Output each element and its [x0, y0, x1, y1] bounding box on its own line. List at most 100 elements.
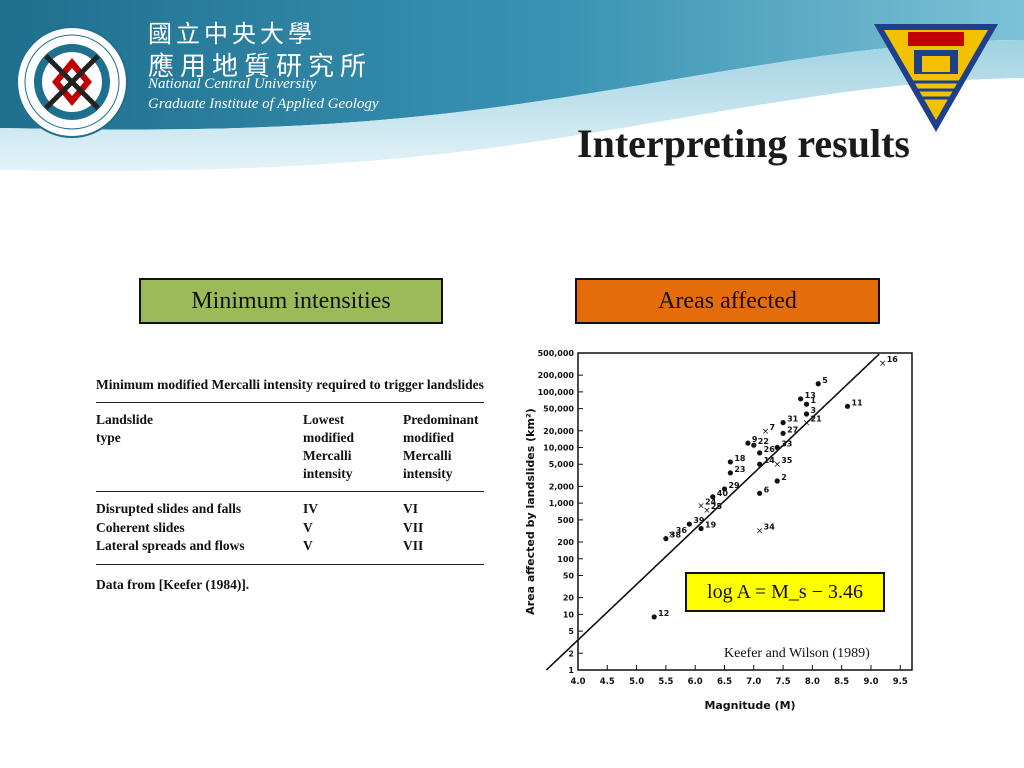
header-line: Mercalli	[303, 448, 352, 463]
y-tick-label: 2	[568, 649, 574, 658]
data-point	[745, 440, 751, 446]
data-point-cross: ×	[697, 502, 705, 512]
university-emblem	[874, 24, 998, 132]
data-point-label: 12	[658, 609, 669, 618]
header-line: intensity	[303, 466, 353, 481]
y-tick-label: 200	[557, 538, 574, 547]
mercalli-intensity-table: Minimum modified Mercalli intensity requ…	[96, 376, 484, 593]
minimum-intensities-label: Minimum intensities	[139, 278, 443, 324]
table-rule-mid	[96, 491, 484, 492]
y-tick-label: 2,000	[549, 482, 575, 491]
regression-curve	[545, 353, 880, 671]
x-tick-label: 9.5	[893, 677, 908, 687]
institute-seal	[16, 26, 128, 138]
header-line: intensity	[403, 466, 453, 481]
data-point	[721, 486, 728, 492]
cell-predominant: VI	[403, 501, 419, 516]
y-tick-label: 100	[557, 555, 574, 564]
table-row: Lateral spreads and flows V VII	[96, 537, 484, 556]
y-tick-label: 500,000	[538, 349, 575, 358]
cell-lowest: IV	[303, 501, 319, 516]
data-point-label: 22	[758, 437, 769, 446]
header-line: type	[96, 430, 121, 445]
table-body: Disrupted slides and falls IV VI Coheren…	[96, 500, 484, 556]
y-tick-label: 100,000	[538, 388, 575, 397]
col-header-lowest: Lowest modified Mercalli intensity	[303, 411, 403, 483]
data-point-cross: ×	[668, 530, 676, 540]
data-point-label: 34	[764, 523, 776, 532]
data-point	[686, 521, 692, 527]
y-tick-label: 50,000	[543, 405, 574, 414]
table-rule-top	[96, 402, 484, 403]
data-point	[751, 442, 757, 448]
institute-name-english: Graduate Institute of Applied Geology	[148, 96, 379, 112]
y-tick-label: 5,000	[549, 460, 575, 469]
data-point-label: 25	[711, 502, 723, 511]
y-tick-label: 1	[568, 666, 574, 675]
data-point-label: 3	[811, 406, 817, 415]
data-point	[803, 411, 810, 417]
data-point-label: 23	[734, 465, 745, 474]
data-point-label: 9	[752, 435, 758, 444]
university-name-chinese: 國立中央大學	[148, 20, 316, 48]
data-point-label: 16	[887, 355, 899, 364]
data-point-label: 19	[705, 520, 717, 529]
plot-frame	[577, 352, 913, 671]
data-point-label: 35	[781, 456, 793, 465]
x-tick-label: 7.5	[776, 677, 791, 687]
header-line: Predominant	[403, 412, 479, 427]
data-point-cross: ×	[756, 527, 764, 537]
cell-type: Disrupted slides and falls	[96, 501, 242, 516]
data-point-label: 38	[670, 531, 682, 540]
data-point-label: 31	[787, 415, 799, 424]
data-point	[844, 403, 851, 409]
cell-lowest: V	[303, 538, 313, 553]
data-point-label: 14	[764, 456, 776, 465]
data-point-label: 26	[764, 445, 776, 454]
data-point-label: 21	[811, 415, 823, 424]
table-row: Coherent slides V VII	[96, 519, 484, 538]
data-point	[815, 381, 821, 387]
data-point	[774, 444, 780, 451]
y-tick-label: 200,000	[538, 371, 575, 380]
cell-type: Lateral spreads and flows	[96, 538, 245, 553]
y-tick-label: 20,000	[543, 427, 574, 436]
data-point	[727, 470, 733, 476]
x-tick-label: 6.0	[688, 677, 703, 687]
x-tick-label: 5.5	[658, 677, 673, 687]
y-axis-label: Area affected by landslides (km²)	[524, 408, 537, 615]
y-tick-label: 10	[563, 610, 575, 619]
data-point	[757, 461, 763, 467]
university-name-english: National Central University	[148, 76, 317, 92]
data-point-cross: ×	[773, 460, 781, 470]
data-point-label: 18	[734, 454, 746, 463]
regression-formula: log A = M_s − 3.46	[685, 572, 885, 612]
data-point-label: 5	[822, 376, 828, 385]
data-point	[757, 490, 763, 496]
cell-predominant: VII	[403, 538, 424, 553]
col-header-predominant: Predominant modified Mercalli intensity	[403, 411, 484, 483]
cell-lowest: V	[303, 519, 313, 535]
slide-title: Interpreting results	[577, 121, 910, 166]
x-tick-label: 4.0	[570, 677, 585, 687]
data-point	[710, 494, 716, 500]
header-line: modified	[303, 430, 355, 445]
data-point	[803, 401, 810, 407]
slide-header: 國立中央大學 應用地質研究所 National Central Universi…	[0, 0, 1024, 175]
header-line: Landslide	[96, 412, 154, 427]
x-tick-label: 5.0	[629, 677, 644, 687]
data-point-label: 1	[811, 396, 817, 405]
x-tick-label: 9.0	[863, 677, 878, 687]
data-point-cross: ×	[762, 427, 770, 437]
data-point	[757, 450, 763, 456]
data-point-label: 39	[693, 516, 705, 525]
data-point-label: 2	[781, 473, 787, 482]
y-tick-label: 20	[563, 594, 575, 603]
x-tick-label: 6.5	[717, 677, 732, 687]
data-point-label: 27	[787, 425, 798, 434]
data-point-label: 40	[717, 489, 729, 498]
x-tick-label: 4.5	[600, 677, 615, 687]
x-tick-label: 7.0	[746, 677, 761, 687]
data-point	[727, 459, 733, 465]
areas-affected-label: Areas affected	[575, 278, 880, 324]
